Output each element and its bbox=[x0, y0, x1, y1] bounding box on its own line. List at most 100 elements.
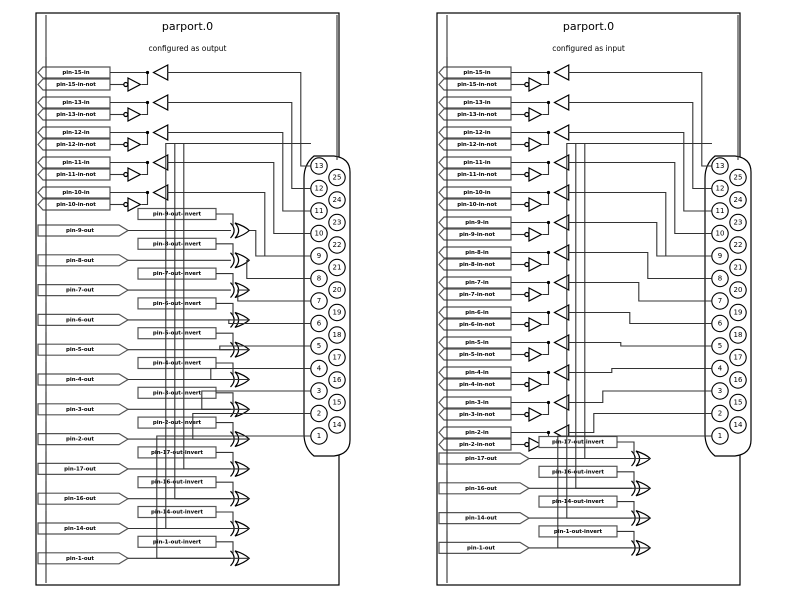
output-panel-subtitle: configured as output bbox=[148, 44, 226, 53]
junction-dot bbox=[546, 130, 551, 135]
pin-3-in-label: pin-3-in bbox=[465, 400, 489, 406]
wire-invert-to-xor bbox=[216, 302, 234, 316]
pin-1-out-label: pin-1-out bbox=[467, 545, 495, 551]
wire-inverter-output bbox=[542, 282, 550, 296]
connector-pin-label-19: 19 bbox=[333, 309, 342, 317]
input-group-pin-15: pin-15-in pin-15-in-not bbox=[37, 57, 311, 167]
pin-11-in-not-label: pin-11-in-not bbox=[56, 172, 96, 178]
pin-7-in-label: pin-7-in bbox=[465, 280, 489, 286]
connector-pin-9: 9 bbox=[711, 247, 729, 265]
connector-pin-12: 12 bbox=[711, 179, 729, 198]
connector-pin-label-20: 20 bbox=[333, 286, 342, 294]
pin-12-in-not-label: pin-12-in-not bbox=[56, 142, 96, 148]
pin-8-in-not-box bbox=[438, 258, 512, 271]
pin-5-in-label: pin-5-in bbox=[465, 340, 489, 346]
connector-pin-circle-14 bbox=[328, 416, 346, 434]
connector-pin-circle-19 bbox=[729, 303, 747, 322]
output-group-pin-4: pin-4-out pin-4-out-invert bbox=[37, 356, 311, 388]
connector-pin-1: 1 bbox=[711, 427, 729, 445]
pin-4-in-box bbox=[438, 366, 512, 379]
connector-pin-11: 11 bbox=[711, 202, 729, 220]
connector-pin-11: 11 bbox=[310, 202, 328, 220]
input-group-pin-10: pin-10-in pin-10-in-not bbox=[37, 177, 311, 257]
pin-2-out-box bbox=[37, 433, 130, 446]
pin-13-in-box bbox=[37, 96, 111, 109]
pin-16-out-invert-label: pin-16-out-invert bbox=[552, 469, 604, 475]
pin-8-in-label: pin-8-in bbox=[465, 250, 489, 256]
inverter-bubble bbox=[524, 291, 530, 298]
inverter-bubble bbox=[524, 141, 530, 148]
wire-inverter-output bbox=[141, 72, 149, 86]
connector-pin-5: 5 bbox=[310, 337, 328, 355]
connector-pin-circle-15 bbox=[328, 393, 346, 412]
pin-7-out-box bbox=[37, 284, 130, 297]
connector-pin-9: 9 bbox=[310, 247, 328, 265]
pin-14-out-invert-label: pin-14-out-invert bbox=[552, 499, 604, 505]
wire-inverter-output bbox=[542, 222, 550, 236]
junction-dot bbox=[546, 220, 551, 225]
pin-9-out-invert-label: pin-9-out-invert bbox=[153, 212, 202, 218]
connector-pin-circle-19 bbox=[328, 303, 346, 322]
wire-to-connector-pin-1 bbox=[557, 435, 712, 549]
connector-pin-12: 12 bbox=[310, 179, 328, 198]
pin-16-out-invert-label: pin-16-out-invert bbox=[151, 480, 203, 486]
connector-pin-circle-15 bbox=[729, 393, 747, 412]
inverter-gate bbox=[528, 287, 543, 302]
connector-pin-4: 4 bbox=[310, 359, 328, 378]
inverter-bubble bbox=[524, 261, 530, 268]
wire-inverter-output bbox=[542, 132, 550, 146]
input-panel-subtitle: configured as input bbox=[552, 44, 625, 53]
output-group-pin-17: pin-17-out pin-17-out-invert bbox=[37, 142, 311, 477]
pin-2-in-not-label: pin-2-in-not bbox=[459, 442, 495, 448]
output-group-pin-14: pin-14-out pin-14-out-invert bbox=[438, 142, 712, 527]
pin-8-in-not-label: pin-8-in-not bbox=[459, 262, 495, 268]
pin-5-in-not-box bbox=[438, 348, 512, 361]
connector-pin-10: 10 bbox=[310, 224, 328, 243]
pin-12-in-box bbox=[37, 126, 111, 139]
wire-to-connector-pin-3 bbox=[568, 390, 712, 404]
connector-pin-21: 21 bbox=[729, 258, 747, 277]
buffer-gate bbox=[152, 64, 169, 81]
connector-pin-label-14: 14 bbox=[333, 421, 342, 429]
input-group-pin-15: pin-15-in pin-15-in-not bbox=[438, 57, 712, 167]
output-group-pin-7: pin-7-out pin-7-out-invert bbox=[37, 267, 311, 302]
connector-pin-6: 6 bbox=[310, 314, 328, 333]
inverter-gate bbox=[127, 137, 142, 152]
connector-pin-label-6: 6 bbox=[317, 320, 322, 328]
pin-14-out-label: pin-14-out bbox=[64, 526, 96, 532]
inverter-bubble bbox=[524, 81, 530, 88]
connector-pin-6: 6 bbox=[711, 314, 729, 333]
pin-10-in-label: pin-10-in bbox=[463, 190, 490, 196]
junction-dot bbox=[145, 160, 150, 165]
wire-inverter-output bbox=[141, 132, 149, 146]
wire-inverter-output bbox=[542, 162, 550, 176]
pin-15-in-not-label: pin-15-in-not bbox=[56, 82, 96, 88]
pin-13-in-box bbox=[438, 96, 512, 109]
wire-to-connector-pin-8 bbox=[568, 251, 712, 280]
connector-pin-label-21: 21 bbox=[333, 264, 342, 272]
input-group-pin-9: pin-9-in pin-9-in-not bbox=[438, 207, 712, 257]
junction-dot bbox=[145, 100, 150, 105]
connector-pin-label-15: 15 bbox=[734, 399, 743, 407]
junction-dot bbox=[546, 340, 551, 345]
buffer-gate bbox=[553, 124, 570, 141]
connector-pin-label-12: 12 bbox=[716, 185, 725, 193]
wire-inverter-output bbox=[542, 312, 550, 326]
pin-12-in-label: pin-12-in bbox=[463, 130, 490, 136]
junction-dot bbox=[145, 130, 150, 135]
inverter-bubble bbox=[123, 171, 129, 178]
pin-12-in-label: pin-12-in bbox=[62, 130, 89, 136]
connector-pin-label-17: 17 bbox=[734, 354, 743, 362]
connector-pin-label-10: 10 bbox=[315, 230, 324, 238]
connector-pin-circle-22 bbox=[729, 236, 747, 254]
wire-to-connector-pin-10 bbox=[568, 161, 712, 235]
inverter-bubble bbox=[524, 111, 530, 118]
pin-9-in-not-label: pin-9-in-not bbox=[459, 232, 495, 238]
junction-dot bbox=[546, 160, 551, 165]
junction-dot bbox=[546, 280, 551, 285]
wire-inverter-output bbox=[542, 342, 550, 356]
pin-4-in-not-box bbox=[438, 378, 512, 391]
connector-pin-circle-22 bbox=[328, 236, 346, 254]
pin-7-in-not-box bbox=[438, 288, 512, 301]
